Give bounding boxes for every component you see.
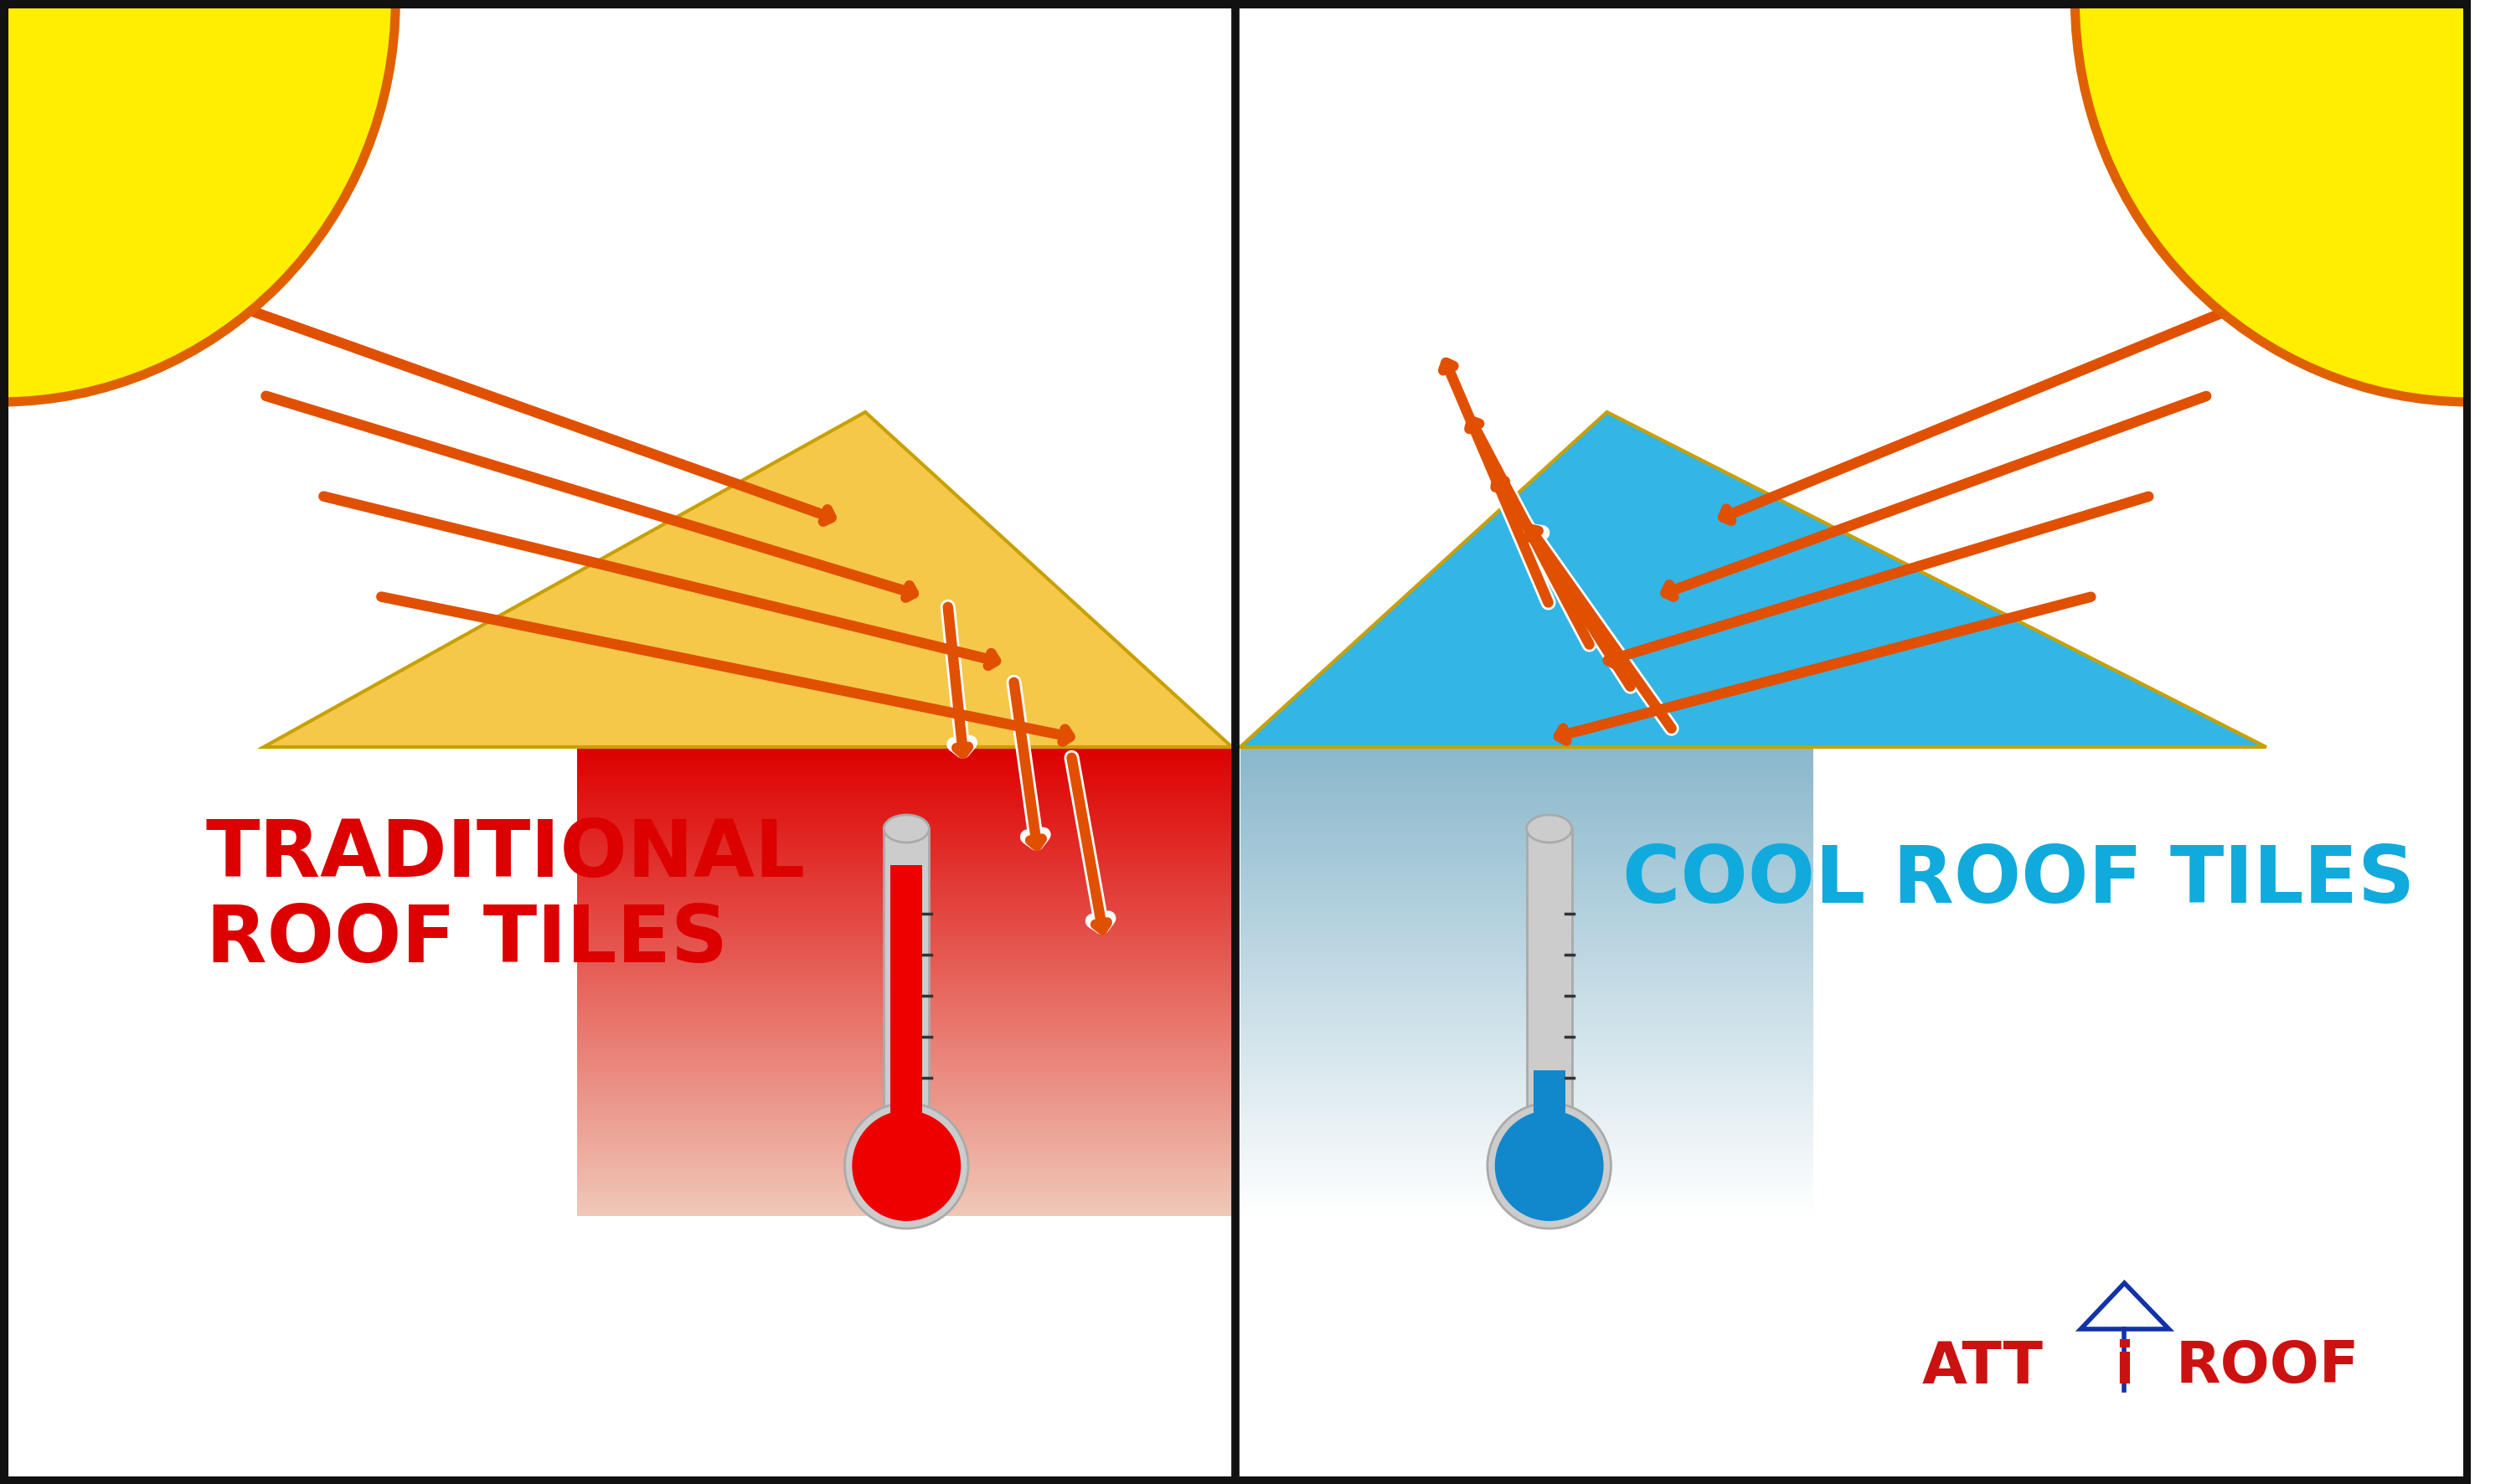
Polygon shape	[1240, 413, 2265, 746]
Circle shape	[851, 1110, 962, 1221]
Polygon shape	[1534, 1070, 1564, 1134]
Text: ROOF: ROOF	[2175, 1339, 2360, 1395]
Circle shape	[1487, 1103, 1612, 1229]
Circle shape	[2074, 0, 2511, 402]
Polygon shape	[264, 413, 1233, 746]
Text: COOL ROOF TILES: COOL ROOF TILES	[1622, 843, 2416, 920]
Text: TRADITIONAL
ROOF TILES: TRADITIONAL ROOF TILES	[206, 816, 806, 979]
Ellipse shape	[1527, 815, 1572, 843]
Text: i: i	[2114, 1339, 2134, 1395]
Circle shape	[844, 1103, 969, 1229]
Polygon shape	[1527, 828, 1572, 1122]
Ellipse shape	[884, 815, 929, 843]
Polygon shape	[891, 865, 922, 1134]
Text: ATT: ATT	[1923, 1339, 2044, 1395]
Circle shape	[0, 0, 397, 402]
Polygon shape	[884, 828, 929, 1122]
Circle shape	[1494, 1110, 1605, 1221]
